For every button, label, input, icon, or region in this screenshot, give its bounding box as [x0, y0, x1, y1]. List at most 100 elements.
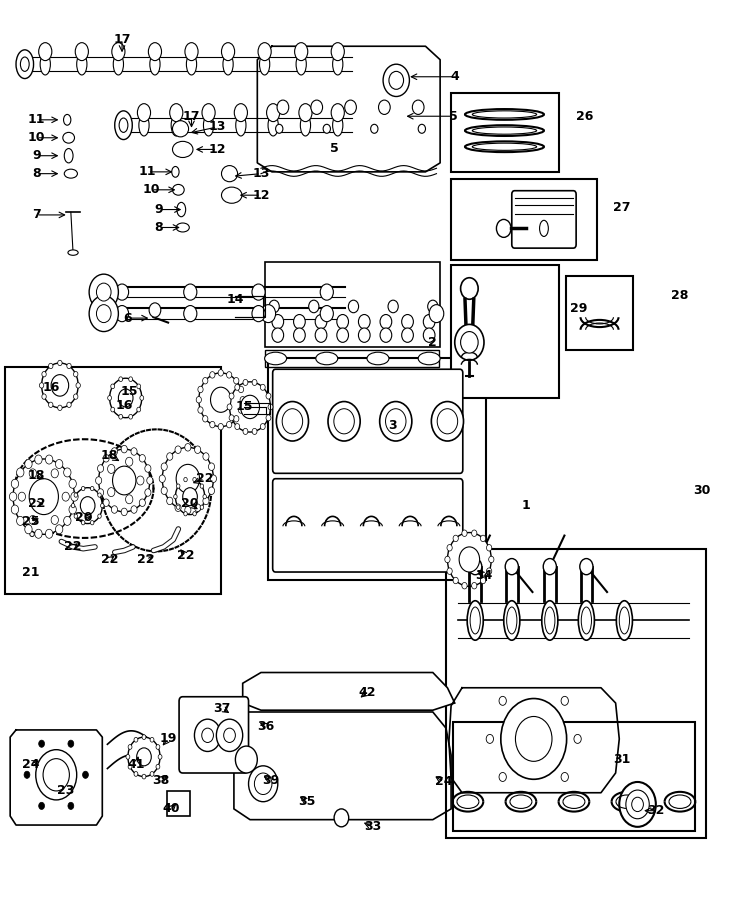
Circle shape [499, 697, 506, 706]
Ellipse shape [296, 53, 306, 75]
Circle shape [10, 492, 17, 501]
Text: 42: 42 [358, 686, 376, 698]
Circle shape [379, 100, 390, 114]
Ellipse shape [115, 305, 128, 321]
Text: 22: 22 [65, 540, 81, 554]
Circle shape [137, 407, 141, 412]
Ellipse shape [543, 559, 556, 575]
Circle shape [195, 504, 200, 511]
Text: 30: 30 [693, 484, 711, 497]
Bar [451, 266, 559, 398]
Text: 35: 35 [298, 796, 316, 808]
Circle shape [481, 536, 486, 542]
Circle shape [112, 506, 117, 513]
Circle shape [255, 773, 272, 795]
Circle shape [167, 453, 172, 460]
Ellipse shape [465, 109, 544, 120]
Circle shape [239, 386, 244, 392]
Circle shape [380, 314, 392, 328]
Circle shape [167, 497, 172, 505]
Circle shape [140, 396, 144, 400]
Ellipse shape [320, 284, 333, 301]
Circle shape [428, 301, 438, 312]
FancyBboxPatch shape [179, 697, 249, 773]
Text: 17: 17 [113, 32, 131, 46]
Ellipse shape [539, 220, 548, 237]
Circle shape [25, 460, 32, 469]
Ellipse shape [172, 121, 189, 137]
Circle shape [137, 384, 141, 389]
Circle shape [195, 446, 200, 454]
Circle shape [128, 377, 133, 382]
Circle shape [39, 740, 45, 747]
Ellipse shape [65, 148, 73, 163]
Circle shape [269, 301, 279, 312]
Circle shape [51, 374, 69, 396]
Circle shape [227, 404, 232, 410]
Circle shape [315, 328, 327, 342]
Circle shape [159, 475, 165, 482]
Circle shape [156, 764, 160, 770]
Text: 15: 15 [236, 400, 253, 413]
Circle shape [121, 508, 127, 516]
Text: 3: 3 [388, 419, 397, 432]
Text: 22: 22 [177, 549, 195, 562]
Text: 13: 13 [208, 121, 226, 133]
Circle shape [118, 389, 133, 407]
Ellipse shape [504, 600, 520, 640]
Circle shape [196, 397, 201, 403]
Ellipse shape [266, 104, 280, 122]
Circle shape [147, 477, 153, 484]
FancyBboxPatch shape [272, 369, 463, 473]
Circle shape [121, 446, 127, 453]
FancyBboxPatch shape [512, 191, 576, 248]
Circle shape [68, 802, 74, 809]
Circle shape [388, 301, 399, 312]
Circle shape [233, 416, 239, 422]
Circle shape [328, 401, 360, 441]
Circle shape [176, 484, 180, 489]
Circle shape [17, 517, 24, 526]
Text: 37: 37 [214, 702, 231, 715]
Circle shape [472, 530, 477, 536]
Circle shape [56, 460, 63, 469]
Circle shape [211, 475, 217, 482]
Circle shape [184, 477, 187, 482]
Circle shape [277, 100, 288, 114]
Circle shape [76, 382, 80, 388]
Circle shape [501, 698, 567, 779]
Circle shape [185, 444, 191, 451]
Circle shape [131, 447, 137, 455]
Circle shape [29, 469, 37, 478]
Circle shape [230, 382, 270, 432]
Ellipse shape [139, 114, 149, 136]
Circle shape [459, 547, 479, 572]
Text: 18: 18 [101, 449, 118, 462]
Text: 2: 2 [429, 336, 437, 349]
Circle shape [272, 328, 283, 342]
Ellipse shape [468, 559, 482, 575]
Text: 8: 8 [154, 221, 163, 234]
Ellipse shape [177, 202, 186, 217]
Circle shape [81, 486, 85, 491]
Circle shape [252, 428, 257, 435]
Circle shape [236, 746, 258, 773]
Circle shape [80, 497, 95, 515]
Circle shape [98, 464, 103, 473]
Text: 1: 1 [522, 500, 531, 512]
Circle shape [46, 529, 53, 538]
Ellipse shape [578, 600, 595, 640]
Circle shape [142, 734, 146, 740]
Circle shape [272, 314, 283, 328]
Circle shape [145, 464, 151, 473]
Circle shape [385, 409, 406, 434]
Circle shape [345, 100, 357, 114]
Circle shape [48, 402, 53, 408]
Bar [5, 367, 221, 594]
Circle shape [73, 372, 78, 377]
Text: 21: 21 [22, 565, 40, 579]
Text: 23: 23 [57, 785, 74, 797]
Circle shape [235, 424, 240, 429]
Circle shape [461, 278, 478, 300]
Circle shape [235, 384, 240, 391]
